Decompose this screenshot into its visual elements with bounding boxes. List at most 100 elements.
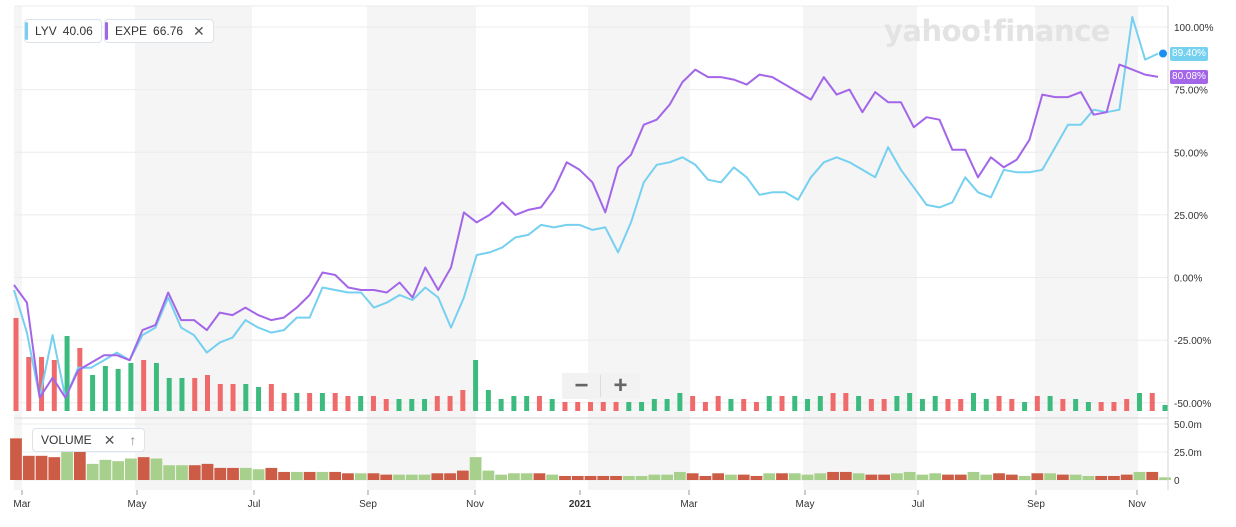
- lower-volume-bar: [456, 470, 469, 480]
- volume-bar: [626, 402, 632, 411]
- legend-expe-value: 66.76: [153, 24, 184, 38]
- lower-volume-bar: [865, 474, 878, 480]
- volume-bar: [51, 360, 57, 411]
- lower-volume-bar: [418, 474, 431, 480]
- volume-bar: [332, 393, 338, 411]
- volume-bar: [1009, 399, 1015, 411]
- lower-volume-bar: [150, 458, 163, 480]
- volume-bar: [179, 378, 185, 411]
- x-tick-label: Mar: [13, 499, 31, 510]
- legend-expe[interactable]: EXPE 66.76 ✕: [104, 19, 214, 43]
- zoom-out-button[interactable]: −: [574, 372, 589, 399]
- volume-bar: [1149, 393, 1155, 411]
- lower-volume-bar: [393, 474, 405, 480]
- volume-bar: [524, 396, 530, 411]
- lower-volume-bar: [878, 474, 891, 480]
- volume-bar: [1073, 399, 1079, 411]
- zoom-in-button[interactable]: +: [613, 372, 628, 399]
- lower-volume-bar: [597, 475, 610, 480]
- lower-volume-bar: [112, 461, 125, 480]
- volume-bar: [485, 390, 491, 411]
- y-tick-label: 75.00%: [1174, 86, 1208, 97]
- volume-bar: [307, 393, 313, 411]
- x-tick-label: Sep: [1027, 499, 1045, 510]
- volume-bar: [166, 378, 172, 411]
- volume-bar: [575, 402, 581, 411]
- volume-bar: [894, 396, 900, 411]
- x-axis-ticks: Mar May Jul Sep Nov 2021 Mar May Jul Sep Nov: [13, 490, 1146, 510]
- lower-volume-bar: [163, 465, 176, 480]
- volume-y-tick-label: 25.0m: [1174, 448, 1202, 459]
- lower-volume-bar: [48, 457, 61, 480]
- x-tick-label: Sep: [359, 499, 377, 510]
- x-tick-label: May: [796, 499, 815, 510]
- x-tick-label: Mar: [680, 499, 698, 510]
- volume-bar: [498, 399, 504, 411]
- volume-bar: [230, 384, 236, 411]
- volume-bar: [409, 399, 415, 411]
- volume-bar: [383, 399, 389, 411]
- y-tick-label: 100.00%: [1174, 23, 1214, 34]
- legend-lyv[interactable]: LYV 40.06: [24, 19, 102, 43]
- lower-volume-bar: [1133, 471, 1146, 480]
- lower-volume-bar: [1056, 474, 1069, 480]
- y-axis-ticks: 100.00% 75.00% 50.00% 25.00% 0.00% -25.00% -50…: [1174, 23, 1214, 410]
- volume-bar: [1111, 402, 1117, 411]
- month-band: [367, 6, 476, 490]
- volume-close-icon[interactable]: ✕: [103, 431, 116, 448]
- volume-bar: [983, 399, 989, 411]
- price-lines: [13, 16, 1159, 399]
- volume-bar: [460, 390, 466, 411]
- lower-volume-bar: [137, 457, 150, 480]
- legend-lyv-swatch: [25, 22, 28, 40]
- volume-bar: [868, 399, 874, 411]
- lower-volume-bar: [980, 474, 993, 480]
- volume-bar: [102, 366, 108, 411]
- lower-volume-bar: [903, 471, 916, 480]
- lower-volume-bar: [814, 473, 827, 480]
- volume-bar: [843, 393, 849, 411]
- volume-bar: [473, 360, 479, 411]
- month-band: [803, 6, 917, 490]
- lyv-last-value-badge: 89.40%: [1170, 46, 1208, 61]
- volume-bar: [1162, 405, 1168, 411]
- volume-move-up-icon[interactable]: ↑: [129, 432, 137, 448]
- legend-expe-symbol: EXPE: [115, 24, 148, 38]
- volume-bar: [205, 375, 210, 411]
- x-tick-label: May: [128, 499, 147, 510]
- volume-bar: [1060, 399, 1066, 411]
- lower-volume-bar: [265, 467, 278, 480]
- volume-label: VOLUME ✕ ↑: [32, 428, 146, 452]
- lower-volume-bar: [699, 475, 712, 480]
- lower-volume-bar: [942, 474, 954, 480]
- yahoo-finance-logo: yahoo!finance: [884, 14, 1110, 48]
- volume-bar: [945, 399, 951, 411]
- lower-volume-bar: [125, 458, 137, 480]
- lower-volume-bar: [776, 473, 788, 480]
- volume-bar: [856, 396, 862, 411]
- volume-bar: [192, 378, 198, 411]
- lower-volume-bar: [22, 455, 35, 480]
- lower-volume-bar: [648, 474, 661, 480]
- volume-bar: [907, 393, 913, 411]
- lower-volume-bar: [329, 471, 342, 480]
- lower-volume-bar: [354, 473, 367, 480]
- lower-volume-bar: [444, 473, 456, 480]
- volume-bar: [996, 396, 1002, 411]
- volume-bar: [64, 336, 70, 411]
- lower-volume-bar: [533, 473, 546, 480]
- lower-volume-bar: [495, 474, 508, 480]
- lower-volume-bar: [61, 446, 73, 480]
- volume-bar: [294, 393, 300, 411]
- lower-volume-bar: [571, 475, 584, 480]
- lower-volume-bar: [431, 473, 444, 480]
- volume-bar: [1136, 393, 1142, 411]
- volume-y-tick-label: 0: [1174, 476, 1180, 487]
- legend-expe-close-icon[interactable]: ✕: [193, 22, 205, 39]
- lower-volume-bar: [1095, 475, 1108, 480]
- lower-volume-bar: [10, 438, 22, 480]
- volume-y-tick-label: 50.0m: [1174, 420, 1202, 431]
- lower-volume-bar: [673, 471, 686, 480]
- volume-bar: [919, 399, 925, 411]
